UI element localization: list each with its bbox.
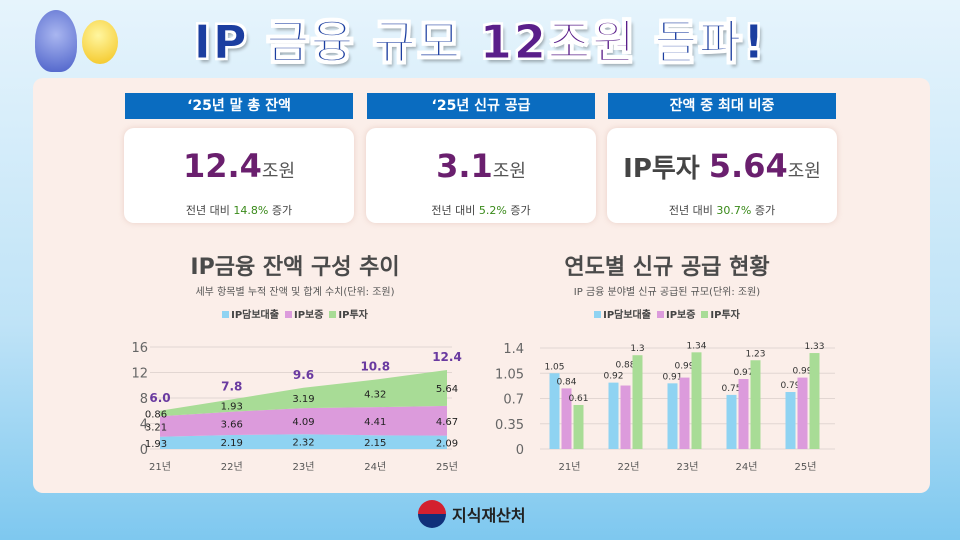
data-label: 4.67 <box>436 417 458 428</box>
card-value: 12.4 <box>182 147 262 185</box>
bar-0 <box>726 394 737 449</box>
card-total-balance: 12.4조원 전년 대비 14.8% 증가 <box>124 128 354 223</box>
data-label: 3.21 <box>145 422 167 433</box>
mascot-lightbulb-character <box>82 20 118 64</box>
data-label: 0.99 <box>792 367 812 377</box>
data-label: 2.32 <box>292 438 314 449</box>
data-label: 2.19 <box>221 438 243 449</box>
card-value: 3.1 <box>436 147 493 185</box>
data-label: 0.86 <box>145 409 167 420</box>
x-tick-label: 21년 <box>559 461 581 473</box>
data-label: 0.61 <box>568 394 588 404</box>
data-label: 0.92 <box>603 372 623 382</box>
x-tick-label: 21년 <box>149 461 171 473</box>
area-chart-title: IP금융 잔액 구성 추이 <box>190 255 400 280</box>
data-label: 4.09 <box>292 417 314 428</box>
government-emblem-icon <box>418 500 446 528</box>
bar-chart-legend: IP담보대출 IP보증 IP투자 <box>497 309 837 322</box>
x-tick-label: 23년 <box>677 461 699 473</box>
y-tick-label: 8 <box>140 392 148 407</box>
total-label: 7.8 <box>221 379 242 393</box>
area-series-0 <box>160 434 447 449</box>
y-tick-label: 4 <box>140 418 148 433</box>
bar-chart-title: 연도별 신규 공급 현황 <box>564 255 770 280</box>
data-label: 0.79 <box>780 381 800 391</box>
area-series-1 <box>160 405 447 437</box>
data-label: 2.15 <box>364 438 386 449</box>
y-tick-label: 0 <box>140 443 148 458</box>
data-label: 0.99 <box>674 361 694 371</box>
x-tick-label: 25년 <box>795 461 817 473</box>
y-tick-label: 0.35 <box>495 418 524 433</box>
x-tick-label: 24년 <box>736 461 758 473</box>
data-label: 1.93 <box>221 402 243 413</box>
bar-1 <box>797 377 808 449</box>
total-label: 9.6 <box>293 368 314 382</box>
x-tick-label: 25년 <box>436 461 458 473</box>
data-label: 1.23 <box>745 349 765 359</box>
y-tick-label: 0 <box>516 443 524 458</box>
data-label: 1.33 <box>804 342 824 352</box>
card-header-new-supply: ‘25년 신규 공급 <box>367 93 595 119</box>
y-tick-label: 1.05 <box>495 367 524 382</box>
data-label: 1.05 <box>544 362 564 372</box>
bar-2 <box>750 360 761 449</box>
mascot-blue-character <box>35 10 77 72</box>
y-tick-label: 0.7 <box>503 393 524 408</box>
data-label: 0.91 <box>662 372 682 382</box>
card-header-largest-share: 잔액 중 최대 비중 <box>608 93 836 119</box>
data-label: 4.32 <box>364 389 386 400</box>
bar-0 <box>608 382 619 449</box>
card-value: 5.64 <box>708 147 788 185</box>
bar-1 <box>738 379 749 449</box>
data-label: 0.75 <box>721 384 741 394</box>
area-series-2 <box>160 369 447 417</box>
bar-1 <box>561 388 572 449</box>
footer-logo: 지식재산처 <box>418 500 526 528</box>
area-chart-legend: IP담보대출 IP보증 IP투자 <box>125 309 465 322</box>
area-chart-subtitle: 세부 항목별 누적 잔액 및 합계 수치(단위: 조원) <box>195 287 395 298</box>
y-tick-label: 16 <box>131 341 148 356</box>
data-label: 1.3 <box>630 344 644 354</box>
bar-2 <box>573 404 584 449</box>
card-largest-share: IP투자 5.64조원 전년 대비 30.7% 증가 <box>607 128 837 223</box>
y-tick-label: 12 <box>131 367 148 382</box>
data-label: 3.19 <box>292 394 314 405</box>
total-label: 6.0 <box>149 391 170 405</box>
bar-2 <box>632 355 643 449</box>
bar-chart-subtitle: IP 금융 분야별 신규 공급된 규모(단위: 조원) <box>573 287 761 298</box>
data-label: 0.84 <box>556 377 576 387</box>
card-header-total-balance: ‘25년 말 총 잔액 <box>125 93 353 119</box>
bar-0 <box>667 383 678 449</box>
x-tick-label: 24년 <box>364 461 386 473</box>
bar-chart: 0 0.35 0.7 1.05 1.4 1.05 0.84 0.61 21년 0.920.88 1.… <box>495 341 835 473</box>
x-tick-label: 22년 <box>221 461 243 473</box>
data-label: 3.66 <box>221 419 243 430</box>
bar-1 <box>679 377 690 449</box>
data-label: 1.93 <box>145 439 167 450</box>
bar-0 <box>785 392 796 449</box>
data-label: 5.64 <box>436 384 458 395</box>
bar-2 <box>691 352 702 449</box>
bar-2 <box>809 353 820 449</box>
data-label: 0.88 <box>615 361 635 371</box>
x-tick-label: 22년 <box>618 461 640 473</box>
area-chart: 0 4 8 12 16 1.93 2.19 2.32 2.15 2.09 3.21 3.66 4.09 4… <box>131 341 462 473</box>
data-label: 0.97 <box>733 368 753 378</box>
page-title: IP 금융 규모 12조원 돌파! <box>193 15 767 70</box>
data-label: 2.09 <box>436 438 458 449</box>
bar-1 <box>620 385 631 449</box>
x-tick-label: 23년 <box>293 461 315 473</box>
bar-0 <box>549 373 560 449</box>
y-tick-label: 1.4 <box>503 342 524 357</box>
data-label: 1.34 <box>686 341 706 351</box>
total-label: 10.8 <box>360 360 390 374</box>
total-label: 12.4 <box>432 350 462 364</box>
card-new-supply: 3.1조원 전년 대비 5.2% 증가 <box>366 128 596 223</box>
data-label: 4.41 <box>364 417 386 428</box>
